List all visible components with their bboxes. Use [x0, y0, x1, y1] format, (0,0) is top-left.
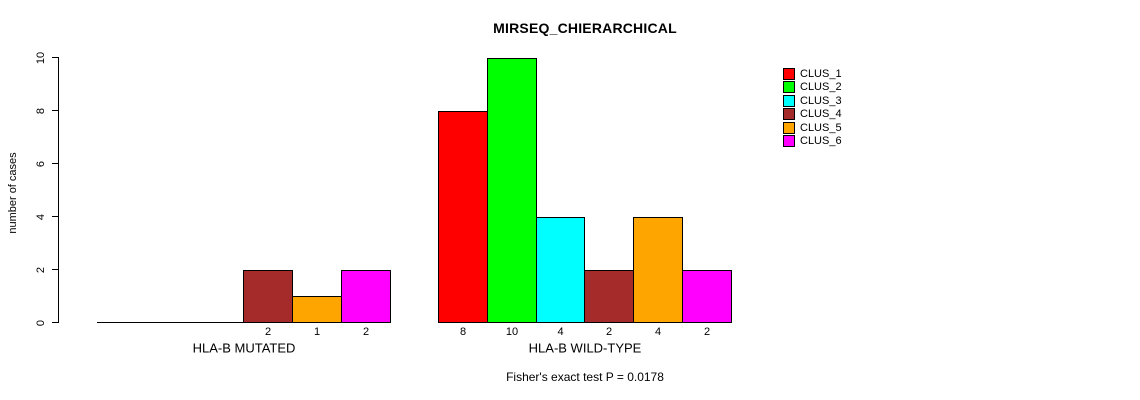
bar-clus_1 [438, 111, 488, 323]
bar-clus_3 [536, 217, 585, 323]
group-label-mutated: HLA-B MUTATED [192, 340, 296, 356]
bar-value-label: 2 [264, 326, 272, 338]
legend-item: CLUS_6 [783, 134, 842, 147]
legend-label: CLUS_4 [800, 107, 842, 120]
legend-item: CLUS_1 [783, 67, 842, 80]
y-axis-tick-mark [52, 269, 58, 270]
y-axis-tick-label: 8 [35, 107, 47, 115]
y-axis-tick-label: 2 [35, 266, 47, 274]
y-axis-line [58, 57, 59, 323]
legend-swatch-clus_4 [783, 107, 795, 120]
bar-clus_6 [682, 270, 732, 323]
legend-swatch-clus_1 [783, 67, 795, 80]
legend-swatch-clus_5 [783, 121, 795, 134]
bar-value-label: 2 [703, 326, 711, 338]
bar-value-label: 4 [654, 326, 662, 338]
y-axis-tick-mark [52, 57, 58, 58]
bar-clus_4 [243, 270, 293, 323]
bar-value-label: 8 [459, 326, 467, 338]
bar-value-label: 10 [505, 326, 519, 338]
legend-item: CLUS_5 [783, 121, 842, 134]
legend-label: CLUS_3 [800, 94, 842, 107]
legend-label: CLUS_2 [800, 80, 842, 93]
bar-clus_5 [292, 296, 342, 323]
bar-clus_6 [341, 270, 391, 323]
legend-swatch-clus_6 [783, 134, 795, 147]
y-axis-tick-label: 4 [35, 213, 47, 221]
legend-label: CLUS_5 [800, 121, 842, 134]
bar-clus_4 [584, 270, 634, 323]
legend-label: CLUS_1 [800, 67, 842, 80]
bar-value-label: 1 [313, 326, 321, 338]
legend-label: CLUS_6 [800, 134, 842, 147]
chart-title: MIRSEQ_CHIERARCHICAL [493, 20, 677, 36]
group-label-wild-type: HLA-B WILD-TYPE [528, 340, 642, 356]
legend-swatch-clus_3 [783, 94, 795, 107]
y-axis-tick-mark [52, 163, 58, 164]
y-axis-tick-label: 0 [35, 319, 47, 327]
y-axis-tick-mark [52, 216, 58, 217]
annotation-fisher-test: Fisher's exact test P = 0.0178 [506, 370, 664, 384]
y-axis-tick-label: 10 [35, 51, 47, 65]
legend-swatch-clus_2 [783, 80, 795, 93]
bar-value-label: 2 [362, 326, 370, 338]
y-axis-tick-label: 6 [35, 160, 47, 168]
bar-clus_2 [487, 58, 537, 323]
bar-value-label: 2 [605, 326, 613, 338]
bar-value-label: 4 [557, 326, 564, 338]
y-axis-tick-mark [52, 322, 58, 323]
legend-item: CLUS_3 [783, 94, 842, 107]
legend-item: CLUS_4 [783, 107, 842, 120]
y-axis-tick-mark [52, 110, 58, 111]
legend-item: CLUS_2 [783, 80, 842, 93]
bar-clus_5 [633, 217, 683, 323]
y-axis-title: number of cases [7, 152, 19, 234]
